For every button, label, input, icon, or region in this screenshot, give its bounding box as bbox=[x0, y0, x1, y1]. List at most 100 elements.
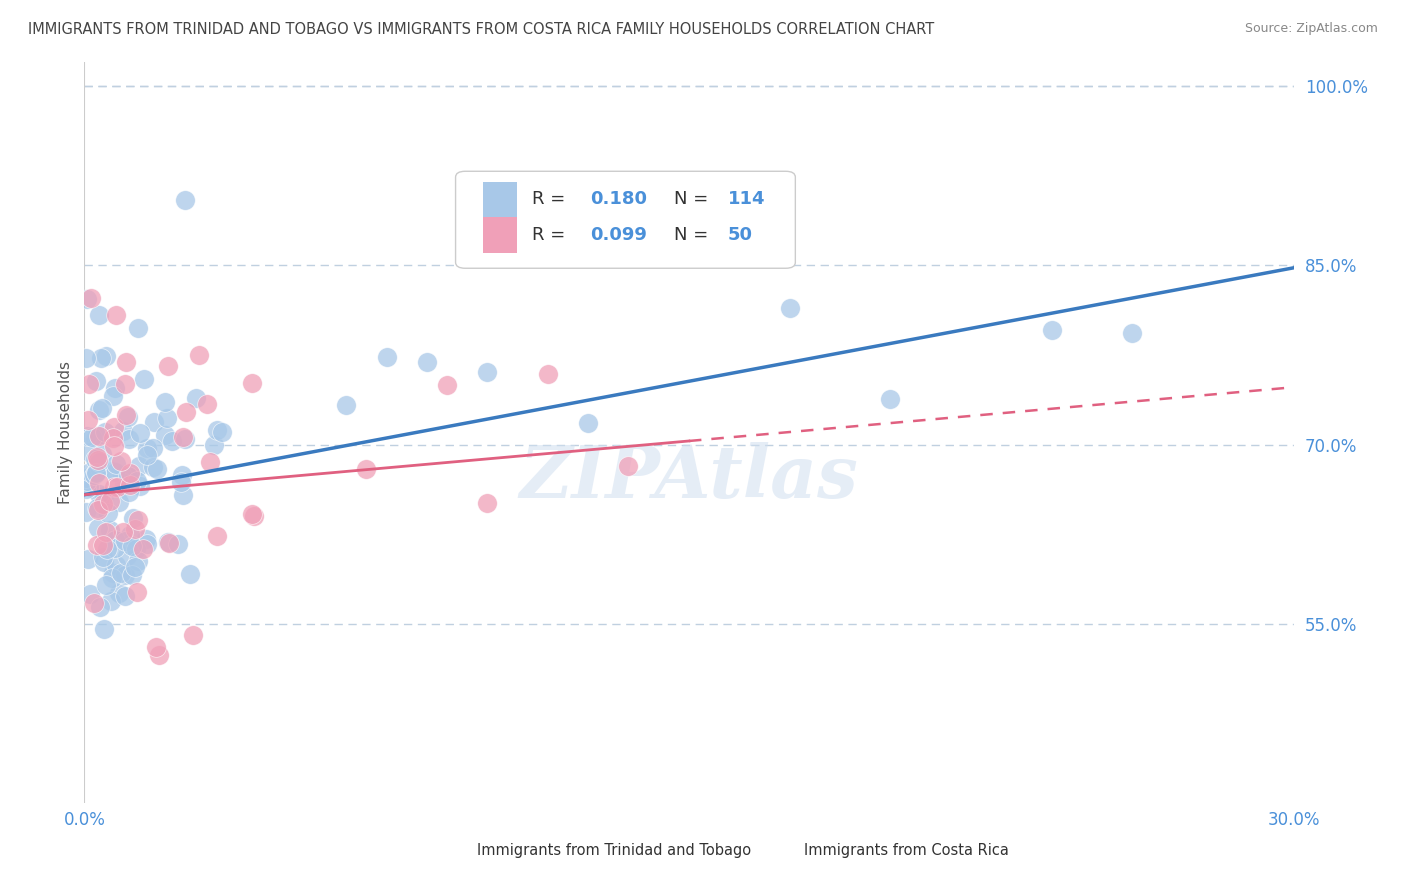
Point bbox=[617, 459, 640, 474]
Point bbox=[91, 538, 114, 552]
Point bbox=[87, 455, 110, 469]
Point bbox=[153, 427, 176, 442]
Point bbox=[76, 429, 98, 443]
Point bbox=[83, 467, 105, 482]
Point bbox=[117, 468, 139, 483]
Point bbox=[148, 648, 170, 662]
Point bbox=[187, 348, 209, 362]
Text: Source: ZipAtlas.com: Source: ZipAtlas.com bbox=[1244, 22, 1378, 36]
Point bbox=[132, 372, 155, 386]
Point bbox=[115, 355, 138, 369]
Point bbox=[87, 452, 110, 467]
Point bbox=[104, 465, 127, 479]
Point bbox=[125, 585, 148, 599]
Point bbox=[135, 537, 157, 551]
Point bbox=[114, 534, 136, 549]
Point bbox=[89, 487, 111, 501]
FancyBboxPatch shape bbox=[447, 836, 468, 858]
Point bbox=[75, 471, 97, 485]
Point bbox=[77, 445, 100, 459]
Point bbox=[101, 389, 124, 403]
Point bbox=[124, 522, 146, 536]
Point bbox=[142, 416, 165, 430]
Point bbox=[146, 461, 169, 475]
Point bbox=[94, 349, 117, 363]
FancyBboxPatch shape bbox=[773, 836, 796, 858]
Point bbox=[96, 541, 118, 556]
Point bbox=[142, 441, 165, 455]
Point bbox=[101, 571, 124, 585]
Point bbox=[128, 426, 150, 441]
Point bbox=[375, 350, 398, 364]
Point bbox=[114, 377, 136, 392]
Point bbox=[125, 541, 148, 556]
Point bbox=[86, 538, 108, 552]
Point bbox=[77, 413, 100, 427]
Point bbox=[89, 429, 111, 443]
Point bbox=[76, 474, 98, 488]
Text: Immigrants from Trinidad and Tobago: Immigrants from Trinidad and Tobago bbox=[478, 844, 751, 858]
Point bbox=[477, 495, 499, 509]
Point bbox=[184, 392, 207, 406]
Point bbox=[89, 463, 111, 477]
Point bbox=[104, 382, 127, 396]
Point bbox=[103, 439, 125, 453]
Point bbox=[108, 495, 131, 509]
Point bbox=[75, 351, 97, 366]
Point bbox=[86, 375, 108, 389]
Point bbox=[93, 555, 115, 569]
Point bbox=[779, 301, 801, 315]
Point bbox=[124, 560, 146, 574]
Point bbox=[112, 425, 135, 439]
Point bbox=[114, 568, 136, 582]
Point bbox=[91, 550, 114, 565]
Text: ZIPAtlas: ZIPAtlas bbox=[520, 442, 858, 513]
Point bbox=[195, 397, 218, 411]
Point bbox=[77, 376, 100, 391]
Text: N =: N = bbox=[675, 190, 714, 209]
Point bbox=[173, 193, 195, 207]
Text: Immigrants from Costa Rica: Immigrants from Costa Rica bbox=[804, 844, 1008, 858]
Point bbox=[205, 528, 228, 542]
Point bbox=[91, 401, 114, 416]
Point bbox=[155, 395, 177, 409]
Point bbox=[107, 586, 129, 600]
Point bbox=[79, 587, 101, 601]
Y-axis label: Family Households: Family Households bbox=[58, 361, 73, 504]
Point bbox=[86, 450, 108, 464]
Text: R =: R = bbox=[531, 226, 571, 244]
Point bbox=[97, 506, 120, 520]
Point bbox=[174, 432, 197, 446]
Point bbox=[128, 458, 150, 473]
Point bbox=[169, 475, 191, 489]
Point bbox=[436, 377, 458, 392]
Point bbox=[142, 459, 165, 474]
Point bbox=[86, 521, 108, 535]
Point bbox=[157, 535, 180, 549]
Point bbox=[103, 420, 125, 434]
Point bbox=[127, 320, 149, 334]
Point bbox=[127, 554, 149, 568]
Point bbox=[91, 447, 114, 461]
Point bbox=[159, 536, 181, 550]
Point bbox=[103, 431, 125, 445]
Point bbox=[84, 432, 107, 446]
Point bbox=[77, 552, 100, 566]
Point bbox=[112, 475, 135, 490]
Text: N =: N = bbox=[675, 226, 714, 244]
Point bbox=[110, 468, 132, 483]
Point bbox=[117, 410, 139, 425]
Point bbox=[118, 477, 141, 491]
Text: 0.180: 0.180 bbox=[589, 190, 647, 209]
Point bbox=[240, 507, 263, 521]
Point bbox=[416, 355, 439, 369]
Point bbox=[96, 578, 118, 592]
Point bbox=[132, 541, 155, 556]
Point bbox=[167, 537, 190, 551]
Point bbox=[211, 425, 233, 439]
Point bbox=[93, 489, 115, 503]
Point bbox=[170, 468, 193, 483]
Point bbox=[118, 432, 141, 446]
Point bbox=[83, 451, 105, 466]
Point bbox=[127, 513, 149, 527]
